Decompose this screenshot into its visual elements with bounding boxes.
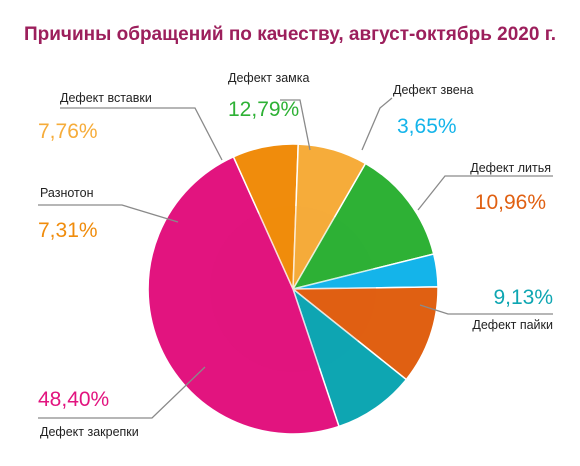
slice-3-value-label: 10,96% — [475, 191, 546, 214]
slice-1-leader — [280, 99, 311, 151]
slice-labels: Дефект замка 12,79% Дефект звена 3,65% Дефек… — [38, 71, 553, 439]
slice-2-leader — [361, 97, 393, 151]
slice-4-value-label: 9,13% — [493, 286, 553, 309]
chart-title: Причины обращений по качеству, август-ок… — [24, 24, 556, 45]
slice-5-name-label: Дефект закрепки — [40, 425, 139, 439]
slice-5-value-label: 48,40% — [38, 388, 109, 411]
pie-inner-ring — [209, 205, 376, 372]
leader-lines — [38, 97, 553, 419]
slice-2-name-label: Дефект звена — [393, 83, 474, 97]
pie-slices — [147, 143, 439, 435]
slice-1-value-label: 12,79% — [228, 98, 299, 121]
slice-6-name-label: Разнотон — [40, 186, 94, 200]
slice-7-name-label: Дефект вставки — [60, 91, 152, 105]
slice-7-value-label: 7,76% — [38, 120, 98, 143]
slice-6-value-label: 7,31% — [38, 219, 98, 242]
slice-1-inner — [293, 217, 374, 289]
slice-4-name-label: Дефект пайки — [472, 318, 553, 332]
slice-6-inner — [258, 205, 296, 289]
slice-4-outer — [291, 286, 408, 428]
slice-3-name-label: Дефект литья — [470, 161, 551, 175]
slice-5-inner — [209, 213, 320, 372]
slice-4-inner — [293, 289, 358, 368]
slice-2-inner — [293, 268, 376, 289]
slice-4-leader — [419, 304, 553, 315]
slice-7-outer — [292, 143, 367, 290]
slice-2-value-label: 3,65% — [397, 115, 457, 138]
slice-6-leader — [38, 204, 179, 223]
slice-3-leader — [417, 175, 553, 211]
slice-3-outer — [290, 286, 439, 381]
slice-5-leader — [38, 366, 206, 419]
slice-1-name-label: Дефект замка — [228, 71, 309, 85]
slice-5-outer — [147, 155, 340, 435]
slice-3-inner — [293, 287, 376, 341]
slice-7-inner — [293, 206, 335, 289]
slice-7-leader — [60, 107, 223, 161]
slice-1-outer — [291, 162, 435, 291]
